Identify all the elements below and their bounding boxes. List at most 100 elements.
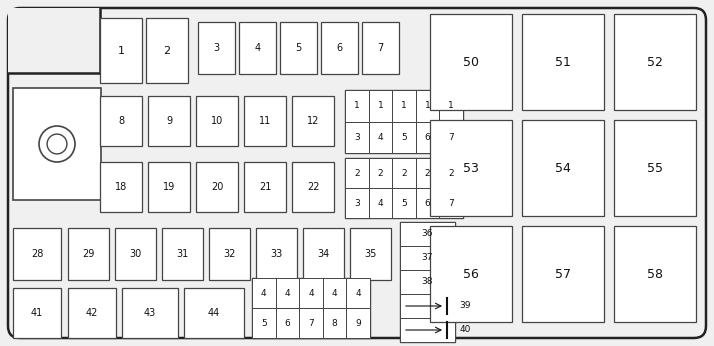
Bar: [345, 90, 463, 153]
Bar: [276, 278, 299, 308]
Bar: [439, 158, 463, 188]
Text: 29: 29: [82, 249, 95, 259]
Text: 1: 1: [448, 101, 454, 110]
Bar: [345, 188, 368, 218]
Bar: [209, 228, 250, 280]
Text: 7: 7: [308, 319, 314, 328]
Bar: [148, 162, 190, 212]
Bar: [522, 226, 604, 322]
Text: 1: 1: [378, 101, 383, 110]
Text: 55: 55: [647, 162, 663, 174]
Bar: [345, 158, 368, 188]
Text: 2: 2: [378, 169, 383, 177]
Bar: [323, 308, 346, 338]
Text: 42: 42: [86, 308, 99, 318]
Text: 2: 2: [354, 169, 360, 177]
Text: 44: 44: [208, 308, 220, 318]
Bar: [252, 278, 276, 308]
Text: 8: 8: [332, 319, 338, 328]
Bar: [196, 96, 238, 146]
Text: 31: 31: [176, 249, 188, 259]
Text: 4: 4: [378, 199, 383, 208]
Text: 4: 4: [254, 43, 261, 53]
Bar: [321, 22, 358, 74]
Bar: [345, 90, 368, 121]
Bar: [430, 226, 512, 322]
Bar: [346, 278, 370, 308]
Text: 21: 21: [258, 182, 271, 192]
Text: 10: 10: [211, 116, 223, 126]
Text: 7: 7: [448, 199, 454, 208]
Text: 41: 41: [31, 308, 43, 318]
Text: 34: 34: [318, 249, 330, 259]
Text: 7: 7: [448, 133, 454, 142]
Bar: [68, 228, 109, 280]
Bar: [400, 246, 455, 270]
Text: 33: 33: [271, 249, 283, 259]
Bar: [303, 228, 344, 280]
Bar: [252, 308, 276, 338]
Text: 5: 5: [261, 319, 266, 328]
FancyBboxPatch shape: [8, 8, 706, 338]
Text: 7: 7: [378, 43, 383, 53]
Bar: [256, 228, 297, 280]
Bar: [430, 120, 512, 216]
Bar: [8, 8, 100, 73]
Text: 57: 57: [555, 267, 571, 281]
Text: 6: 6: [336, 43, 343, 53]
Text: 35: 35: [364, 249, 377, 259]
Text: 4: 4: [332, 289, 338, 298]
Text: 3: 3: [354, 133, 360, 142]
Text: 5: 5: [401, 133, 407, 142]
Text: 51: 51: [555, 55, 571, 69]
Text: 32: 32: [223, 249, 236, 259]
Text: 1: 1: [118, 46, 124, 55]
Bar: [244, 96, 286, 146]
Bar: [68, 288, 116, 338]
Text: 52: 52: [647, 55, 663, 69]
Bar: [400, 270, 455, 294]
Text: 50: 50: [463, 55, 479, 69]
Bar: [299, 308, 323, 338]
Text: 2: 2: [448, 169, 454, 177]
Text: 20: 20: [211, 182, 223, 192]
Text: 56: 56: [463, 267, 479, 281]
Bar: [100, 18, 142, 83]
Bar: [299, 278, 323, 308]
Bar: [416, 90, 439, 121]
Bar: [392, 188, 416, 218]
Text: 5: 5: [401, 199, 407, 208]
Text: 11: 11: [259, 116, 271, 126]
Bar: [100, 162, 142, 212]
Text: 1: 1: [354, 101, 360, 110]
Bar: [345, 121, 368, 153]
Bar: [239, 22, 276, 74]
Bar: [362, 22, 399, 74]
Text: 5: 5: [296, 43, 301, 53]
Text: 1: 1: [425, 101, 431, 110]
Text: 9: 9: [356, 319, 361, 328]
Bar: [400, 318, 455, 342]
Text: 43: 43: [144, 308, 156, 318]
Bar: [292, 162, 334, 212]
Bar: [522, 14, 604, 110]
Bar: [276, 308, 299, 338]
Text: 36: 36: [422, 229, 433, 238]
Text: 4: 4: [356, 289, 361, 298]
Text: 22: 22: [307, 182, 319, 192]
Bar: [439, 188, 463, 218]
Bar: [439, 121, 463, 153]
Text: 18: 18: [115, 182, 127, 192]
Bar: [416, 158, 439, 188]
Bar: [292, 96, 334, 146]
Bar: [522, 120, 604, 216]
Bar: [416, 188, 439, 218]
Bar: [368, 90, 392, 121]
Bar: [614, 120, 696, 216]
Bar: [368, 188, 392, 218]
Bar: [400, 294, 455, 318]
Text: 4: 4: [378, 133, 383, 142]
Bar: [100, 96, 142, 146]
Text: 39: 39: [459, 301, 471, 310]
Bar: [198, 22, 235, 74]
